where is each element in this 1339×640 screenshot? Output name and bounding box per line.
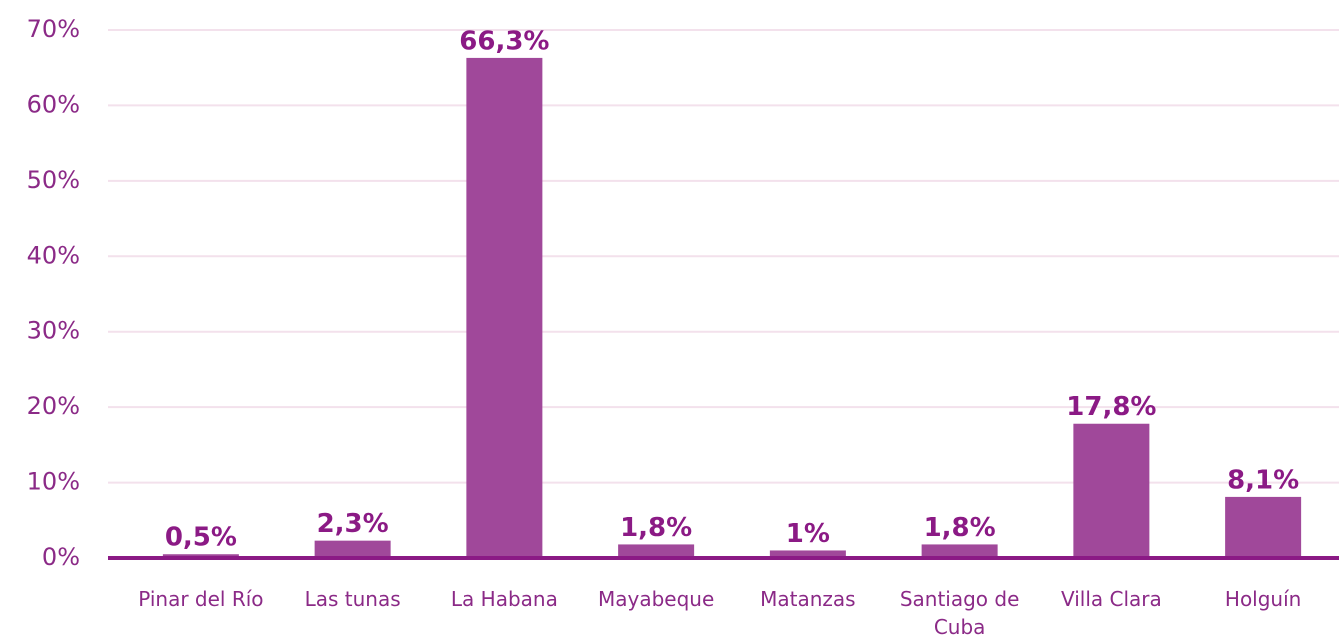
- value-label: 0,5%: [165, 523, 237, 553]
- bar: [1073, 423, 1150, 558]
- y-tick-label: 60%: [27, 90, 80, 118]
- x-tick-label: Pinar del Río: [138, 587, 264, 611]
- x-tick-label: Villa Clara: [1060, 587, 1162, 611]
- value-label: 17,8%: [1066, 392, 1156, 422]
- y-tick-label: 70%: [27, 15, 80, 43]
- y-tick-label: 40%: [27, 241, 80, 269]
- x-tick-label: Mayabeque: [597, 587, 715, 611]
- x-tick-label: Matanzas: [760, 587, 856, 611]
- x-tick-label: La Habana: [450, 587, 558, 611]
- y-tick-label: 0%: [42, 543, 80, 571]
- y-tick-label: 50%: [27, 166, 80, 194]
- value-label: 1,8%: [620, 513, 692, 543]
- y-tick-label: 20%: [27, 392, 80, 420]
- bar: [618, 544, 695, 558]
- value-label: 1%: [786, 519, 830, 549]
- value-label: 2,3%: [317, 509, 389, 539]
- bar: [921, 544, 998, 558]
- bar: [314, 540, 391, 558]
- value-label: 1,8%: [924, 513, 996, 543]
- bar: [769, 550, 846, 558]
- bar: [1225, 496, 1302, 558]
- value-label: 8,1%: [1227, 465, 1299, 495]
- x-tick-label: Santiago de Cuba: [899, 587, 1020, 639]
- y-tick-label: 10%: [27, 468, 80, 496]
- value-label: 66,3%: [459, 26, 549, 56]
- y-tick-label: 30%: [27, 317, 80, 345]
- bar: [466, 57, 543, 559]
- x-tick-label: Holguín: [1224, 587, 1302, 611]
- x-tick-label: Las tunas: [304, 587, 401, 611]
